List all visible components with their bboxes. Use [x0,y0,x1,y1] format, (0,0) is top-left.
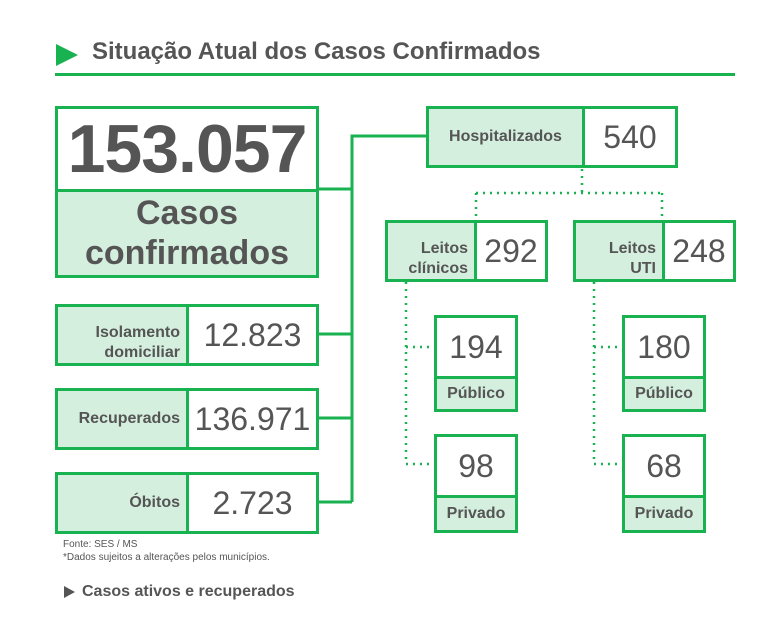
clinicos-publico-label: Público [447,385,505,402]
clinicos-privado-label: Privado [446,505,506,522]
disclaimer-note: *Dados sujeitos a alterações pelos munic… [63,552,270,563]
clinicos-privado-value-box: 98 [434,434,518,498]
clinicos-privado-value: 98 [458,447,494,484]
clinicos-privado-label-box: Privado [434,495,518,533]
hospitalizados-value: 540 [603,118,657,155]
clinicos-value-box: 292 [474,220,548,282]
isolamento-label-line1: Isolamento [95,324,180,341]
source-note: Fonte: SES / MS [63,539,138,550]
uti-value-box: 248 [662,220,736,282]
page-title: Situação Atual dos Casos Confirmados [92,38,541,65]
uti-publico-label: Público [635,385,693,402]
title-underline [55,73,735,76]
uti-privado-label-box: Privado [622,495,706,533]
total-label-line1: Casos [135,194,239,233]
recuperados-label: Recuperados [78,410,180,427]
hospitalizados-value-box: 540 [582,106,678,168]
recuperados-value-box: 136.971 [186,388,319,450]
uti-publico-value-box: 180 [622,315,706,379]
clinicos-label-line1: Leitos [420,240,468,257]
title-arrow-icon [56,44,78,66]
clinicos-publico-value-box: 194 [434,315,518,379]
recuperados-label-box: Recuperados [55,388,189,450]
clinicos-label-box: Leitos clínicos [385,220,477,282]
uti-publico-value: 180 [637,328,691,365]
isolamento-value-box: 12.823 [186,304,319,366]
hospitalizados-label: Hospitalizados [449,128,562,145]
obitos-label-box: Óbitos [55,472,189,534]
uti-privado-label: Privado [634,505,694,522]
obitos-value: 2.723 [212,484,293,521]
isolamento-label-box: Isolamento domiciliar [55,304,189,366]
clinicos-value: 292 [484,232,538,269]
section-subtitle: Casos ativos e recuperados [82,583,295,600]
recuperados-value: 136.971 [194,400,311,437]
uti-label-line1: Leitos [608,240,656,257]
subtitle-arrow-icon [64,586,75,598]
clinicos-publico-value: 194 [449,328,503,365]
hospitalizados-label-box: Hospitalizados [426,106,585,168]
clinicos-label-line2: clínicos [408,260,468,277]
isolamento-label-line2: domiciliar [104,344,180,361]
uti-value: 248 [672,232,726,269]
uti-privado-value: 68 [646,447,682,484]
obitos-label: Óbitos [129,494,180,511]
uti-label-box: Leitos UTI [573,220,665,282]
uti-privado-value-box: 68 [622,434,706,498]
uti-label-line2: UTI [630,260,656,277]
total-value-box: 153.057 [55,106,319,192]
total-value: 153.057 [67,111,308,187]
uti-publico-label-box: Público [622,376,706,412]
clinicos-publico-label-box: Público [434,376,518,412]
isolamento-value: 12.823 [203,316,302,353]
total-label-box: Casos confirmados [55,189,319,278]
total-label-line2: confirmados [84,233,290,272]
obitos-value-box: 2.723 [186,472,319,534]
